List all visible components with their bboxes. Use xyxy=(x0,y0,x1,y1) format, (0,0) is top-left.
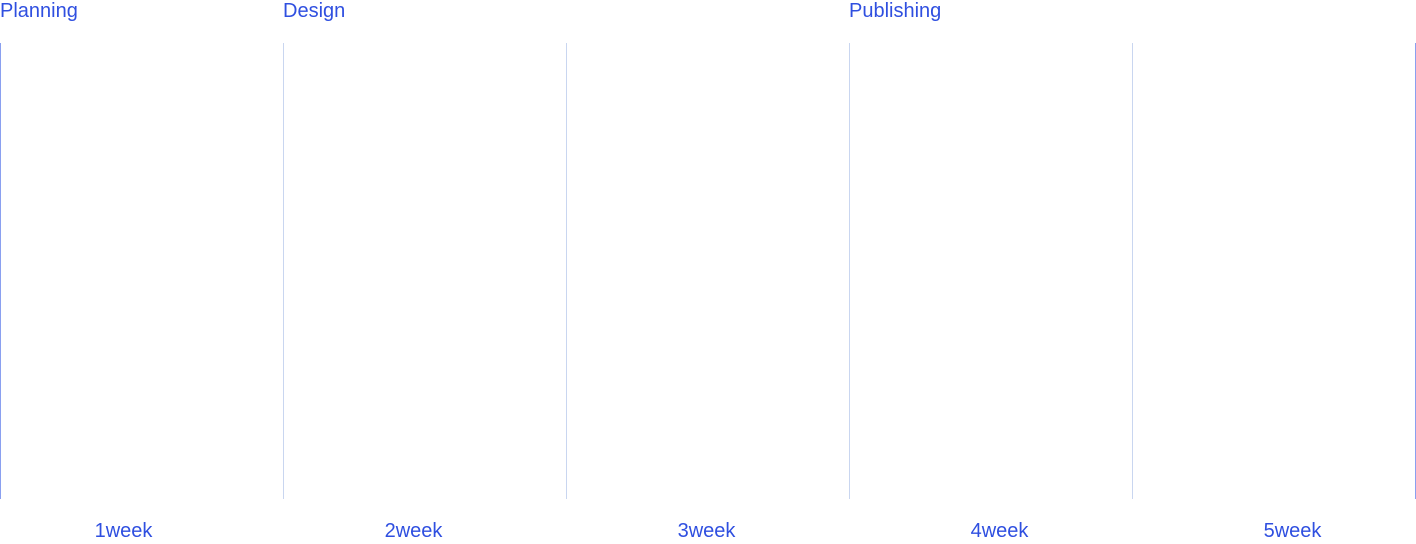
week-column-5 xyxy=(1132,43,1416,499)
week-column-4 xyxy=(849,43,1132,499)
week-label-3: 3week xyxy=(677,520,736,542)
week-label-1: 1week xyxy=(94,520,153,542)
week-label-5: 5week xyxy=(1263,520,1322,542)
week-column-1 xyxy=(0,43,283,499)
week-column-2 xyxy=(283,43,566,499)
week-label-4: 4week xyxy=(970,520,1029,542)
phase-label-planning: Planning xyxy=(0,0,78,22)
phase-label-publishing: Publishing xyxy=(849,0,942,22)
week-column-3 xyxy=(566,43,849,499)
week-label-2: 2week xyxy=(384,520,443,542)
phase-label-design: Design xyxy=(283,0,346,22)
